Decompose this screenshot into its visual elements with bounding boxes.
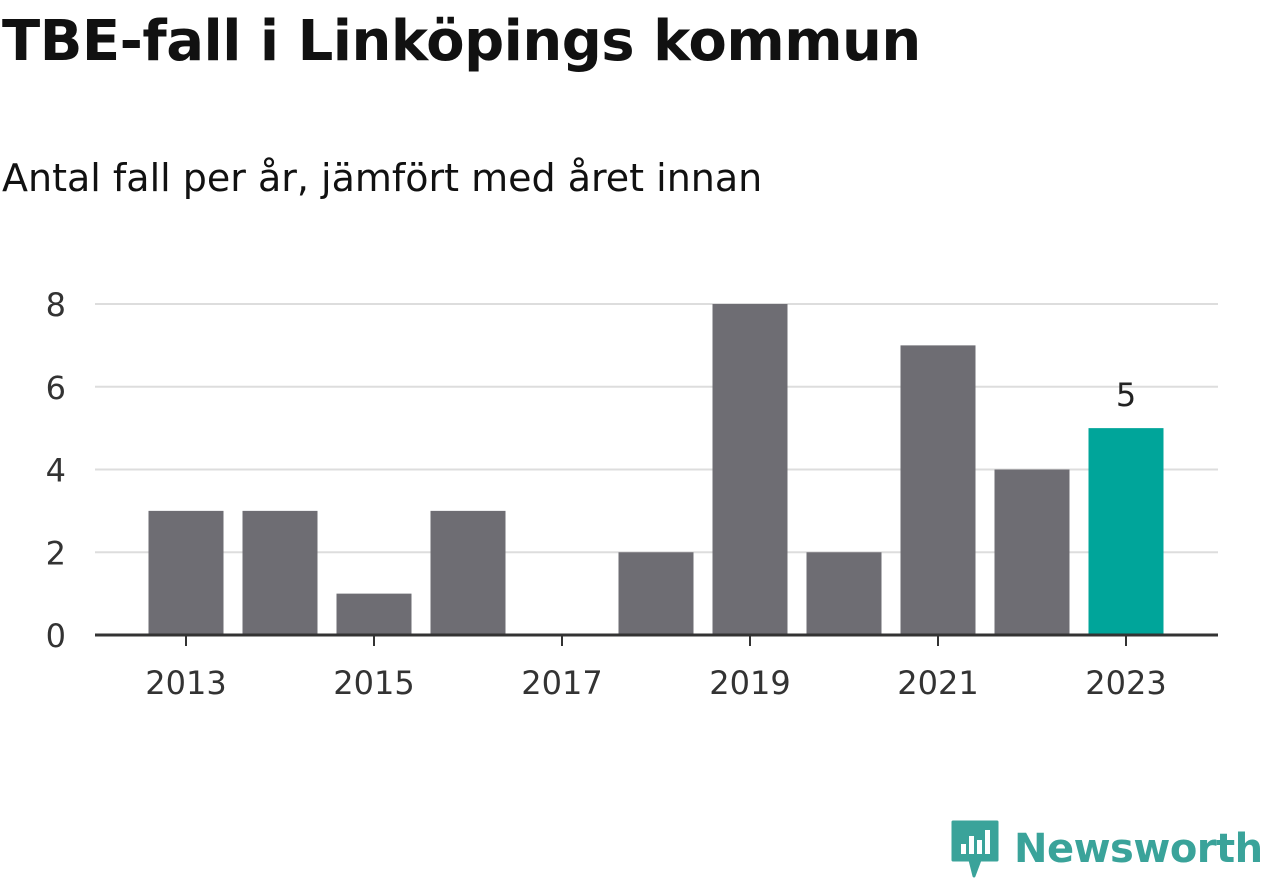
chart-subtitle: Antal fall per år, jämfört med året inna… xyxy=(2,156,763,200)
y-tick-label: 8 xyxy=(46,286,66,324)
value-label: 5 xyxy=(1116,376,1136,414)
newsworthy-logo-icon xyxy=(951,820,999,878)
y-tick-label: 6 xyxy=(46,369,66,407)
bar-2014 xyxy=(242,510,318,635)
bar-2021 xyxy=(900,345,976,635)
bar-2019 xyxy=(712,304,788,635)
newsworthy-brand: Newsworthy xyxy=(950,818,1262,880)
bar-2023 xyxy=(1088,428,1164,635)
y-tick-label: 0 xyxy=(46,617,66,655)
bar-2016 xyxy=(430,510,506,635)
bar-2022 xyxy=(994,469,1070,635)
x-tick-label: 2019 xyxy=(709,664,790,702)
chart-title: TBE-fall i Linköpings kommun xyxy=(2,9,921,74)
y-tick-label: 4 xyxy=(46,452,66,490)
x-tick-label: 2021 xyxy=(897,664,978,702)
bar-2018 xyxy=(618,552,694,635)
brand-name: Newsworthy xyxy=(1014,826,1262,872)
bar-2015 xyxy=(336,593,412,635)
x-tick-label: 2015 xyxy=(333,664,414,702)
x-tick-label: 2017 xyxy=(521,664,602,702)
y-tick-label: 2 xyxy=(46,534,66,572)
x-tick-label: 2013 xyxy=(145,664,226,702)
bar-2020 xyxy=(806,552,882,635)
x-tick-label: 2023 xyxy=(1085,664,1166,702)
bar-2013 xyxy=(148,510,224,635)
